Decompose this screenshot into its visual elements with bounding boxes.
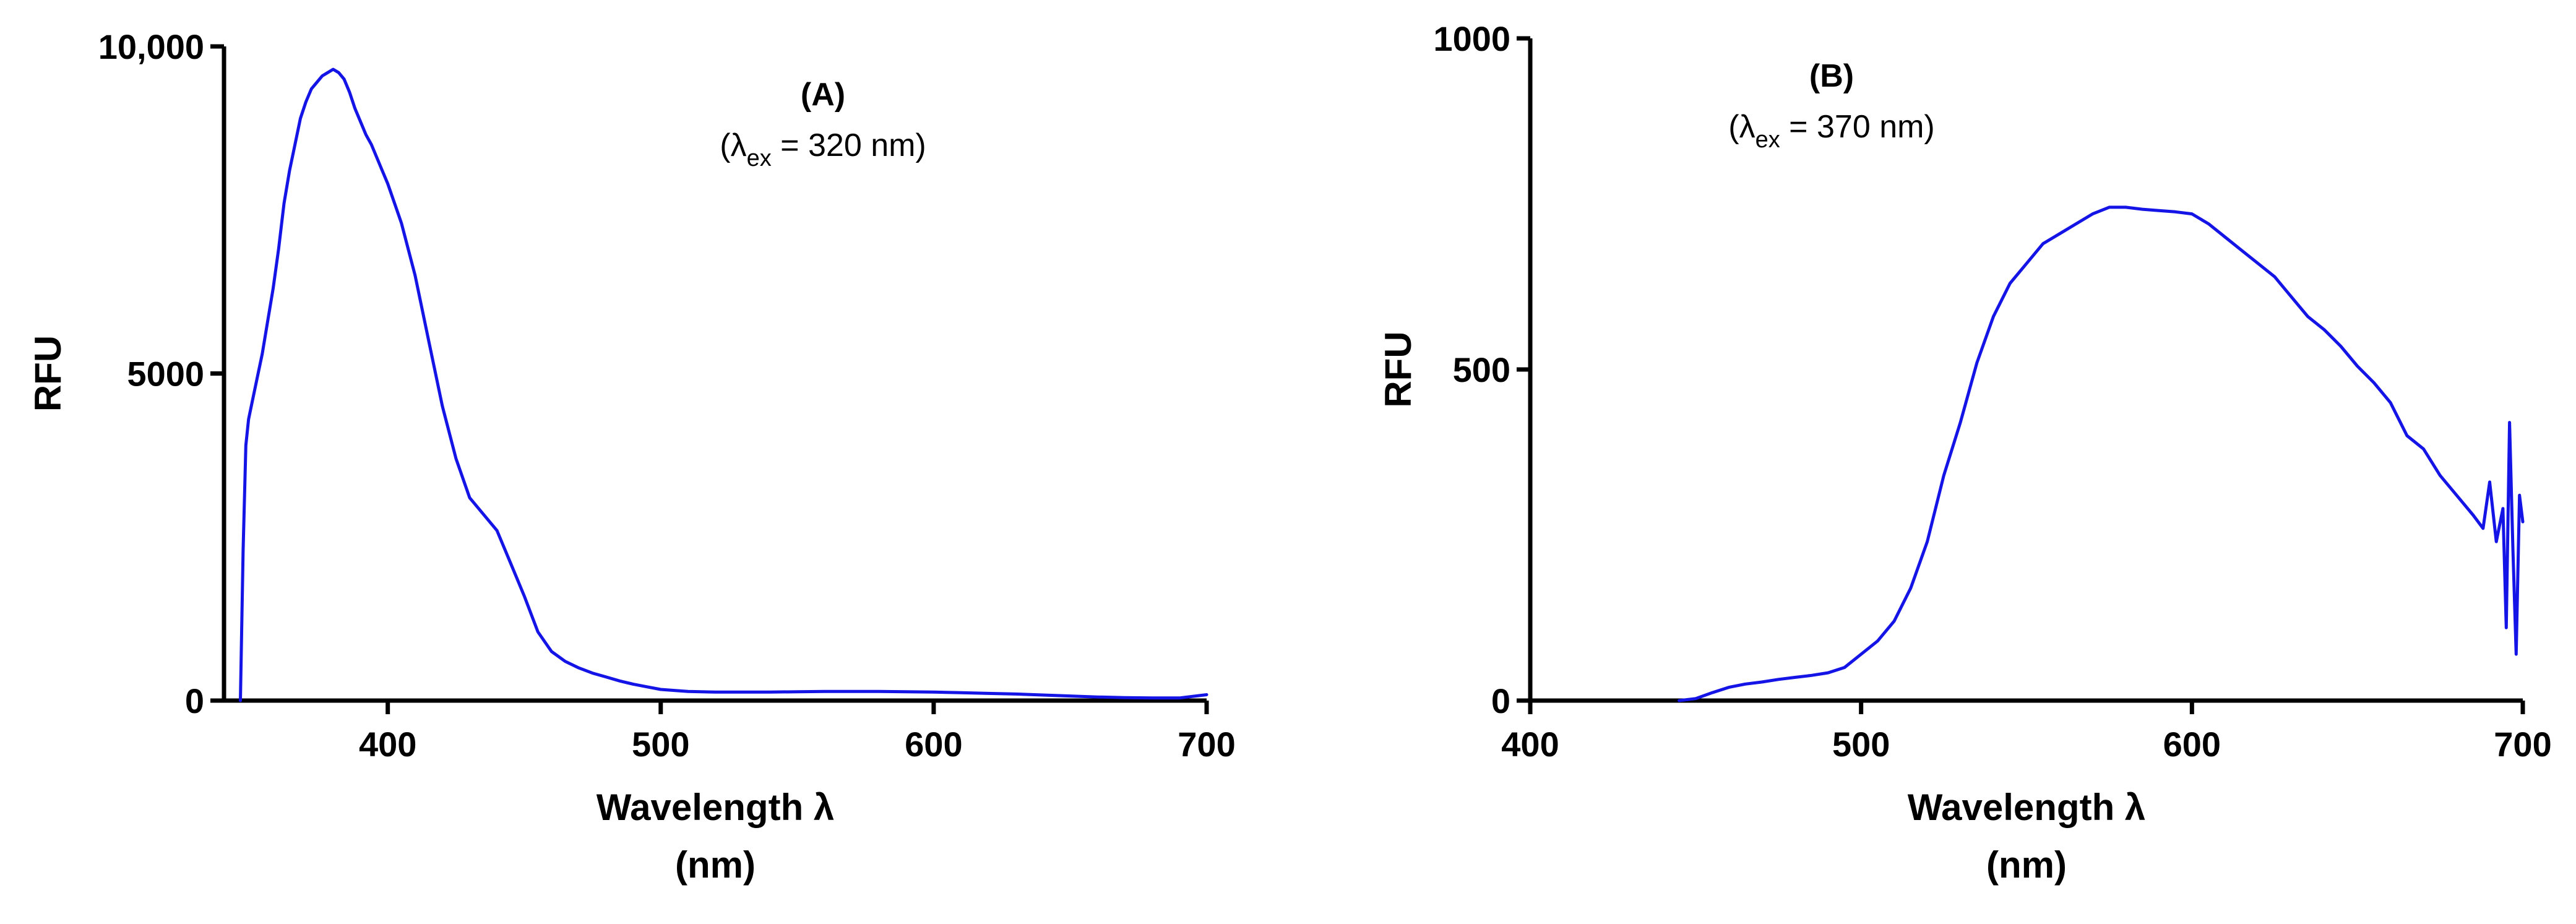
subtitle-suffix: = 370 nm) — [1780, 109, 1935, 145]
subtitle-prefix: (λ — [720, 127, 746, 163]
x-tick-label: 700 — [2494, 725, 2551, 764]
y-tick-label: 500 — [1453, 350, 1510, 389]
series-line — [239, 67, 1208, 702]
x-axis-unit: (nm) — [675, 844, 756, 886]
subtitle-subscript: ex — [747, 145, 772, 171]
y-tick-label: 10,000 — [98, 27, 204, 66]
x-tick-label: 400 — [359, 725, 416, 764]
panel-b: 0 500 1000 400 500 600 700 RFU Wavelength λ (nm) (… — [1377, 19, 2552, 886]
subtitle-prefix: (λ — [1728, 109, 1755, 145]
y-tick-label: 1000 — [1433, 19, 1510, 58]
panel-title: (B) — [1809, 58, 1854, 94]
x-axis-unit: (nm) — [1986, 844, 2067, 886]
panel-a: 0 5000 10,000 400 500 600 700 RFU Wavelength λ (n… — [27, 27, 1236, 886]
x-tick-label: 500 — [1832, 725, 1890, 764]
subtitle-subscript: ex — [1755, 127, 1780, 153]
panel-subtitle: (λex = 320 nm) — [720, 127, 926, 171]
y-axis-title: RFU — [1377, 331, 1419, 407]
x-tick-label: 500 — [632, 725, 689, 764]
y-axis-title: RFU — [27, 335, 69, 412]
subtitle-suffix: = 320 nm) — [772, 127, 926, 163]
x-tick-label: 400 — [1501, 725, 1559, 764]
panel-title: (A) — [801, 77, 845, 113]
y-tick-label: 0 — [1491, 681, 1510, 720]
x-axis-title: Wavelength λ — [1908, 787, 2146, 828]
y-tick-label: 0 — [185, 681, 204, 720]
panel-subtitle: (λex = 370 nm) — [1728, 109, 1935, 153]
y-tick-label: 5000 — [127, 355, 204, 394]
series-line — [1678, 205, 2525, 702]
x-tick-label: 600 — [2163, 725, 2221, 764]
x-tick-label: 700 — [1178, 725, 1235, 764]
x-axis-title: Wavelength λ — [597, 787, 835, 828]
x-tick-label: 600 — [905, 725, 962, 764]
